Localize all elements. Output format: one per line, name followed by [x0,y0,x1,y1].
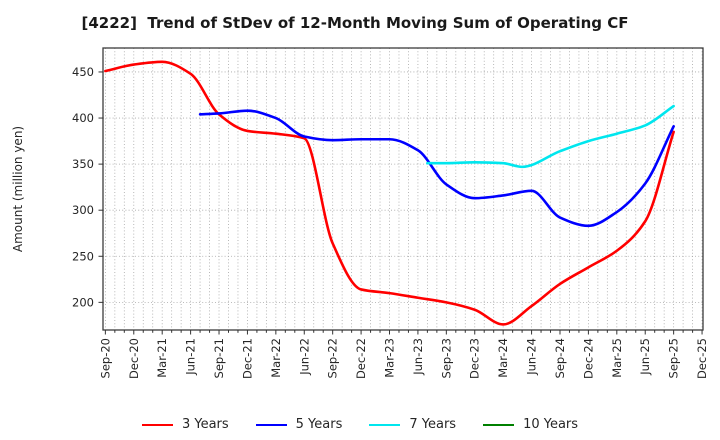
x-tick-label: Dec-21 [240,338,254,379]
y-tick-label: 350 [72,157,94,171]
x-tick-label: Dec-22 [354,338,368,379]
chart-title: [4222] Trend of StDev of 12-Month Moving… [81,14,629,32]
plot-border [102,47,704,331]
series-line-7-years [426,104,675,169]
x-tick-label: Sep-25 [667,338,681,378]
x-tick-label: Mar-21 [155,338,169,378]
x-tick-label: Jun-25 [638,338,652,376]
legend-item-7-years: 7 Years [369,417,456,432]
x-tick-label: Sep-21 [212,338,226,378]
legend-line-swatch [369,423,401,426]
x-tick-label: Dec-20 [127,338,141,379]
y-tick-label: 300 [72,203,94,217]
x-tick-label: Dec-25 [695,338,709,379]
x-tick-label: Mar-22 [269,338,283,378]
y-tick-label: 400 [72,111,94,125]
x-tick-label: Sep-24 [553,338,567,378]
y-tick-label: 450 [72,65,94,79]
x-tick-label: Dec-23 [468,338,482,379]
series-line-5-years [198,109,675,228]
x-tick-label: Mar-25 [610,338,624,378]
x-tick-label: Jun-23 [411,338,425,376]
legend-label: 10 Years [523,417,579,432]
series-line-3-years [104,60,675,326]
legend-label: 5 Years [295,417,343,432]
y-tick-label: 200 [72,295,94,309]
legend-label: 7 Years [409,417,457,432]
x-tick-label: Mar-23 [383,338,397,378]
x-tick-label: Sep-22 [326,338,340,378]
legend-item-5-years: 5 Years [255,417,343,432]
x-tick-label: Mar-24 [496,338,510,378]
x-tick-label: Dec-24 [581,338,595,379]
legend-line-swatch [141,423,173,426]
x-tick-label: Jun-24 [525,338,539,376]
x-tick-label: Jun-21 [184,338,198,376]
legend: 3 Years 5 Years 7 Years 10 Years [0,417,720,432]
legend-line-swatch [483,423,515,426]
legend-item-10-years: 10 Years [483,417,578,432]
y-tick-label: 250 [72,249,94,263]
x-tick-label: Sep-23 [439,338,453,378]
legend-item-3-years: 3 Years [141,417,229,432]
legend-label: 3 Years [181,417,229,432]
x-tick-label: Jun-22 [297,338,311,376]
x-tick-label: Sep-20 [98,338,112,378]
legend-line-swatch [255,423,287,426]
